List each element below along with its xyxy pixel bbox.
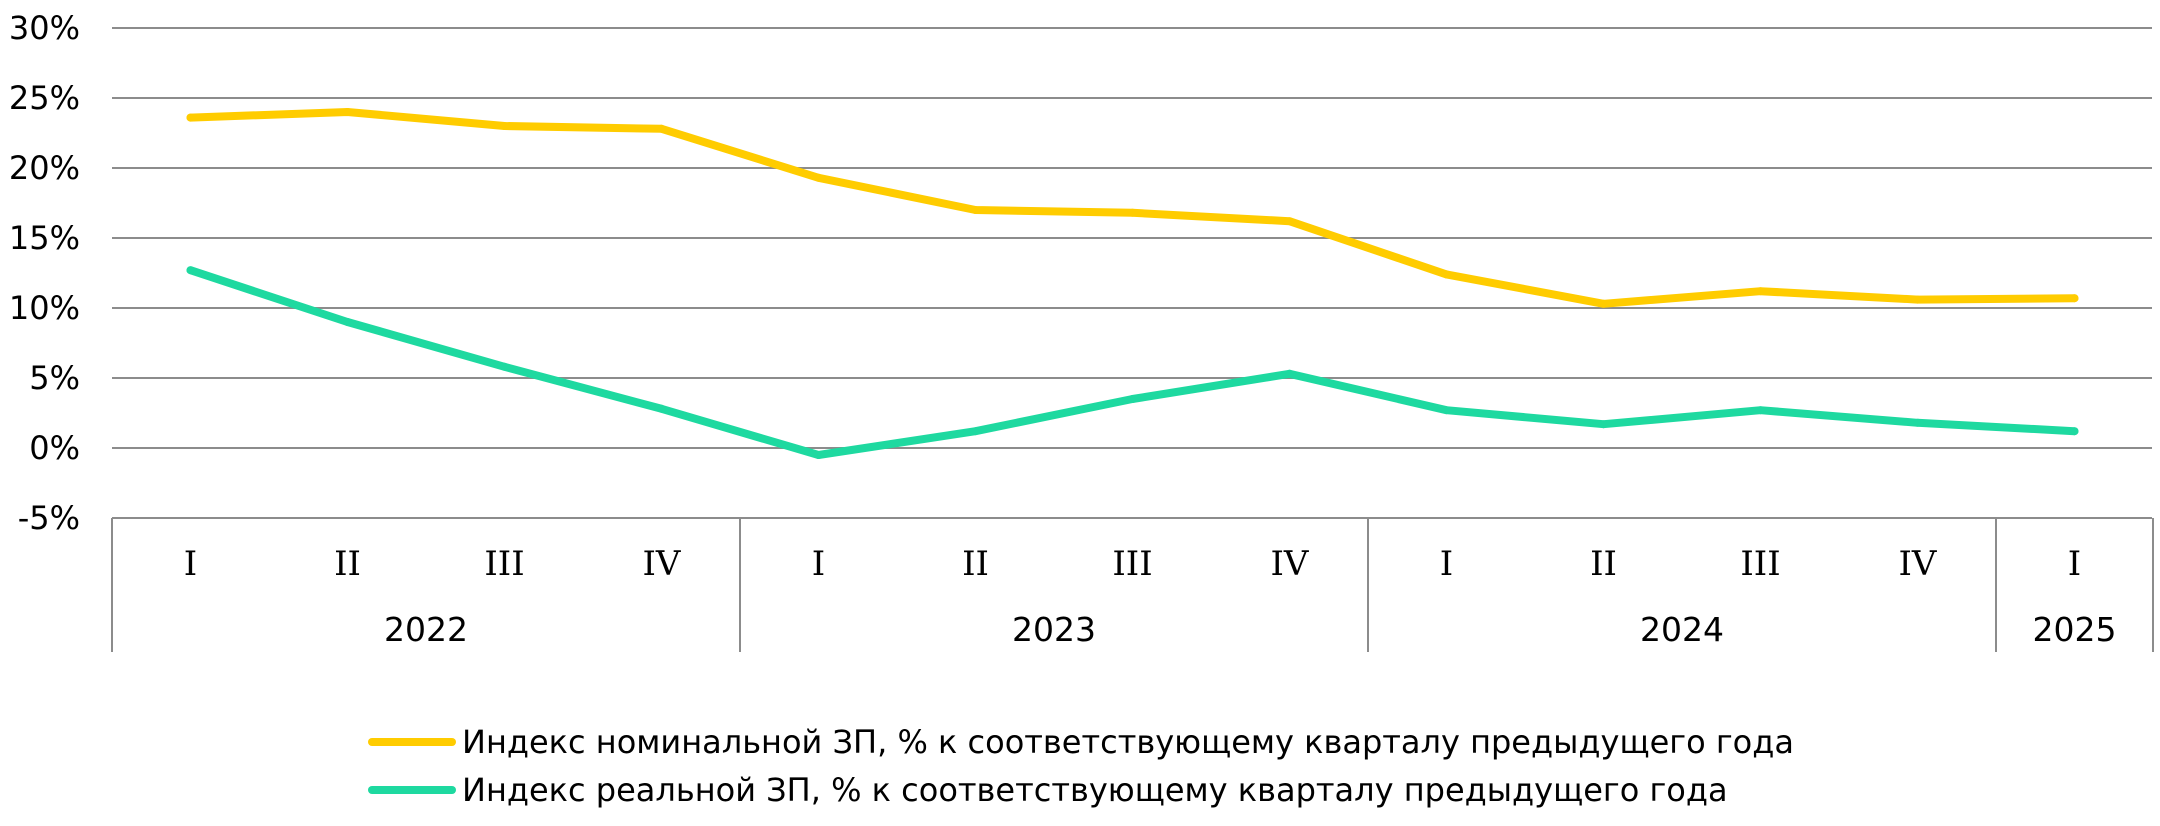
series-0-point bbox=[186, 113, 195, 122]
legend: Индекс номинальной ЗП, % к соответствующ… bbox=[368, 723, 1794, 809]
series-1-point bbox=[1913, 418, 1922, 427]
y-axis-ticks: 30% 25% 20% 15% 10% 5% 0% -5% bbox=[9, 9, 80, 537]
x-year-label: 2024 bbox=[1640, 610, 1724, 649]
series-0-point bbox=[500, 122, 509, 130]
y-tick-label: 5% bbox=[29, 359, 80, 397]
series-0-point bbox=[814, 173, 823, 182]
x-year-label: 2025 bbox=[2033, 610, 2117, 649]
series-0-point bbox=[1599, 299, 1608, 308]
series-1-point bbox=[343, 318, 352, 326]
y-tick-label: 10% bbox=[9, 289, 80, 327]
x-year-label: 2022 bbox=[384, 610, 468, 649]
y-tick-label: 20% bbox=[9, 149, 80, 187]
series-1-point bbox=[2070, 427, 2079, 436]
x-quarter-label: IV bbox=[1271, 544, 1310, 584]
series-0-point bbox=[1756, 287, 1765, 296]
series-1-point bbox=[186, 266, 195, 275]
series-line-0 bbox=[186, 108, 2079, 308]
series-1-point bbox=[1756, 406, 1765, 415]
legend-label: Индекс реальной ЗП, % к соответствующему… bbox=[462, 771, 1728, 809]
series-lines bbox=[186, 108, 2079, 459]
series-line-1 bbox=[186, 266, 2079, 459]
x-quarter-label: III bbox=[1112, 544, 1152, 584]
grid-lines bbox=[112, 27, 2152, 519]
series-1-point bbox=[1285, 369, 1294, 378]
x-quarter-label: I bbox=[184, 544, 197, 584]
legend-label: Индекс номинальной ЗП, % к соответствующ… bbox=[462, 723, 1794, 761]
series-0-point bbox=[1128, 208, 1137, 217]
x-quarter-label: IV bbox=[1899, 544, 1938, 584]
series-1-point bbox=[1599, 420, 1608, 429]
x-quarter-label: IV bbox=[643, 544, 682, 584]
y-tick-label: 30% bbox=[9, 9, 80, 47]
series-0-point bbox=[657, 124, 666, 133]
x-quarter-label: II bbox=[962, 544, 989, 584]
x-quarter-label: II bbox=[334, 544, 361, 584]
y-tick-label: 15% bbox=[9, 219, 80, 257]
series-1-point bbox=[657, 404, 666, 413]
series-1-point bbox=[971, 427, 980, 436]
series-1-point bbox=[1442, 406, 1451, 415]
x-quarter-label: II bbox=[1590, 544, 1617, 584]
series-0-point bbox=[343, 108, 352, 116]
x-quarter-label: I bbox=[812, 544, 825, 584]
series-0-point bbox=[1913, 295, 1922, 304]
y-tick-label: -5% bbox=[18, 499, 80, 537]
series-1-point bbox=[500, 362, 509, 371]
series-0-point bbox=[2070, 294, 2079, 303]
series-0-point bbox=[971, 206, 980, 214]
series-0-point bbox=[1285, 217, 1294, 226]
series-1-point bbox=[814, 451, 823, 459]
x-quarter-label: III bbox=[1740, 544, 1780, 584]
x-quarter-label: I bbox=[1440, 544, 1453, 584]
y-tick-label: 25% bbox=[9, 79, 80, 117]
series-1-point bbox=[1128, 395, 1137, 403]
x-quarter-label: I bbox=[2068, 544, 2081, 584]
y-tick-label: 0% bbox=[29, 429, 80, 467]
x-year-label: 2023 bbox=[1012, 610, 1096, 649]
series-0-point bbox=[1442, 270, 1451, 279]
x-quarter-label: III bbox=[484, 544, 524, 584]
